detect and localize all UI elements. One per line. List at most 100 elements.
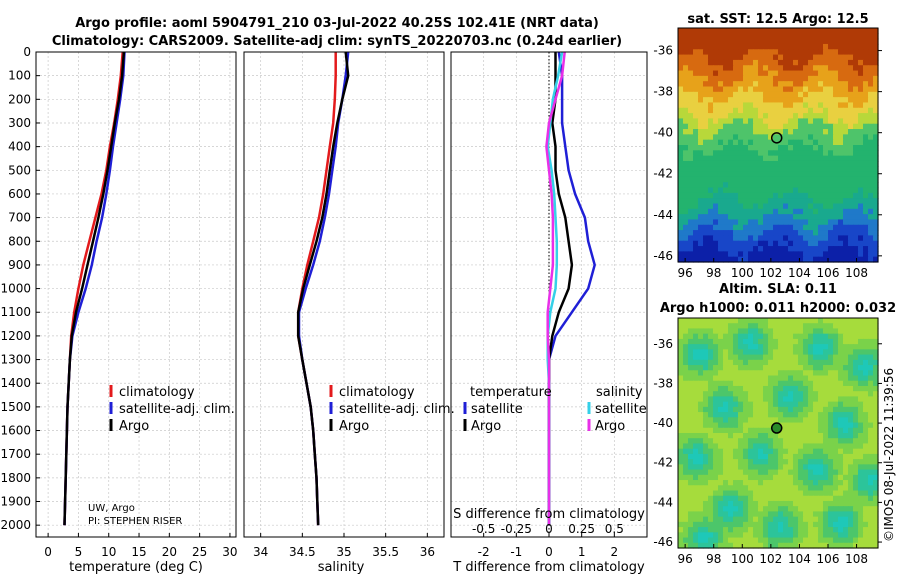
map-cell <box>688 469 694 476</box>
map-cell <box>823 485 829 492</box>
map-cell <box>713 370 719 377</box>
map-cell <box>863 134 869 141</box>
map-cell <box>833 182 839 189</box>
map-cell <box>743 511 749 518</box>
map-cell <box>843 532 849 539</box>
map-cell <box>748 532 754 539</box>
map-cell <box>823 256 829 263</box>
map-cell <box>728 139 734 146</box>
map-cell <box>803 70 809 77</box>
map-cell <box>723 81 729 88</box>
map-cell <box>733 240 739 247</box>
map-cell <box>853 469 859 476</box>
map-cell <box>818 380 824 387</box>
map-cell <box>773 490 779 497</box>
map-cell <box>738 318 744 324</box>
y-tick-label: 100 <box>8 69 31 83</box>
map-cell <box>828 521 834 528</box>
map-cell <box>678 219 684 226</box>
map-cell <box>728 370 734 377</box>
map-cell <box>713 134 719 141</box>
map-cell <box>723 38 729 45</box>
map-cell <box>793 230 799 237</box>
map-cell <box>798 118 804 125</box>
map-cell <box>763 474 769 481</box>
map-cell <box>788 438 794 445</box>
map-cell <box>828 443 834 450</box>
map-cell <box>748 323 754 330</box>
map-cell <box>858 102 864 109</box>
map-cell <box>743 469 749 476</box>
map-cell <box>703 459 709 465</box>
map-cell <box>723 235 729 242</box>
map-cell <box>723 506 729 513</box>
map-cell <box>763 208 769 215</box>
map-cell <box>833 54 839 61</box>
map-cell <box>808 54 814 61</box>
map-cell <box>778 166 784 173</box>
map-cell <box>813 171 819 178</box>
map-cell <box>688 453 694 460</box>
map-cell <box>708 145 714 151</box>
map-cell <box>813 251 819 258</box>
map-cell <box>793 328 799 335</box>
map-cell <box>783 33 789 40</box>
map-cell <box>758 155 764 162</box>
map-cell <box>873 333 879 340</box>
map-cell <box>683 532 689 539</box>
map-cell <box>848 107 854 114</box>
map-cell <box>713 187 719 194</box>
map-cell <box>743 500 749 507</box>
map-cell <box>828 198 834 205</box>
map-cell <box>718 412 724 418</box>
map-cell <box>758 129 764 135</box>
map-cell <box>768 453 774 460</box>
map-cell <box>723 49 729 56</box>
map-cell <box>843 235 849 242</box>
map-cell <box>868 506 874 513</box>
map-cell <box>738 118 744 125</box>
map-cell <box>768 485 774 492</box>
map-cell <box>798 532 804 539</box>
map-cell <box>868 485 874 492</box>
map-cell <box>848 150 854 157</box>
map-cell <box>678 59 684 66</box>
map-cell <box>783 359 789 366</box>
map-cell <box>763 38 769 45</box>
map-cell <box>853 443 859 450</box>
map-cell <box>683 391 689 398</box>
map-cell <box>858 86 864 93</box>
map-cell <box>703 370 709 377</box>
map-cell <box>768 433 774 439</box>
map-cell <box>678 500 684 507</box>
map-cell <box>848 438 854 445</box>
map-cell <box>763 246 769 252</box>
map-cell <box>838 139 844 146</box>
map-cell <box>828 464 834 471</box>
map-cell <box>773 86 779 93</box>
map-cell <box>728 537 734 544</box>
map-cell <box>708 469 714 476</box>
map-cell <box>783 464 789 471</box>
map-cell <box>803 375 809 382</box>
map-cell <box>748 480 754 486</box>
map-cell <box>853 422 859 429</box>
map-cell <box>678 65 684 72</box>
map-cell <box>763 240 769 247</box>
map-cell <box>838 448 844 455</box>
map-cell <box>848 59 854 66</box>
map-cell <box>873 65 879 72</box>
map-cell <box>793 459 799 465</box>
series-line-argo <box>545 51 566 526</box>
map-cell <box>808 155 814 162</box>
map-cell <box>868 500 874 507</box>
map-cell <box>773 532 779 539</box>
map-cell <box>808 417 814 424</box>
map-cell <box>678 490 684 497</box>
map-cell <box>788 453 794 460</box>
map-cell <box>788 155 794 162</box>
map-cell <box>698 370 704 377</box>
map-cell <box>868 464 874 471</box>
map-cell <box>838 338 844 345</box>
map-cell <box>798 107 804 114</box>
